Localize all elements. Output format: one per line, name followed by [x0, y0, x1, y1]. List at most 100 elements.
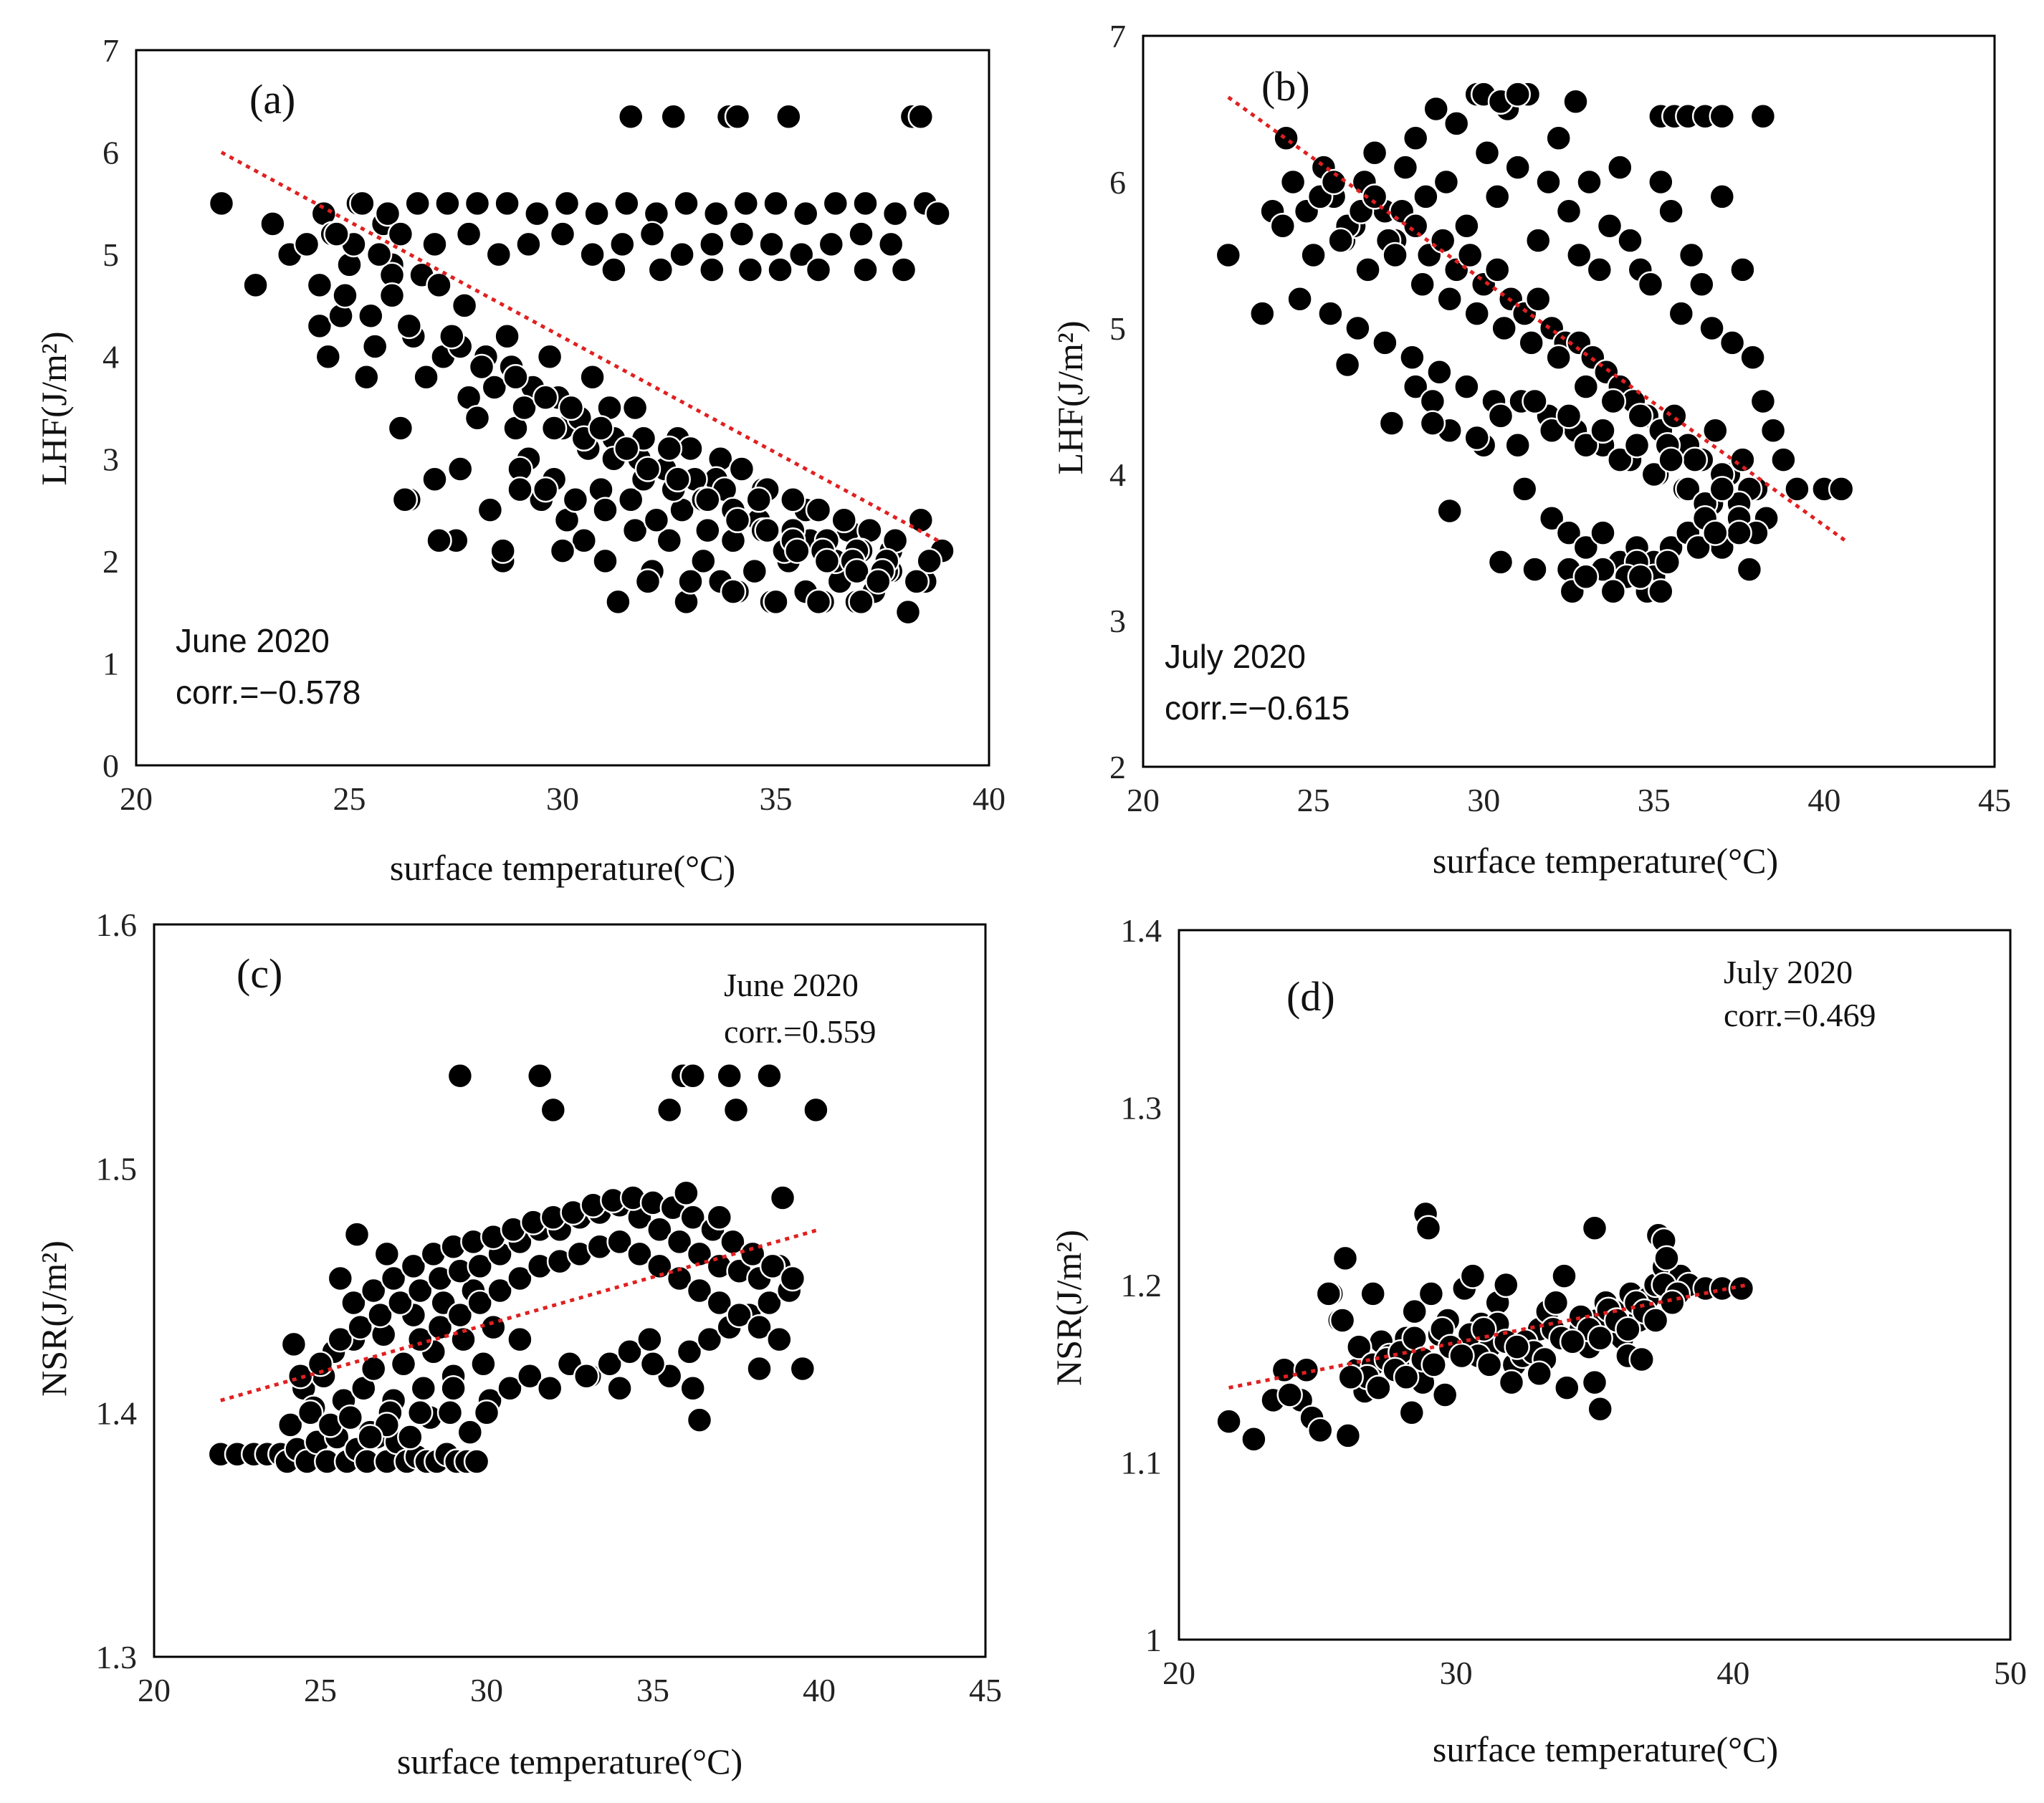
panel-d-data-point	[1587, 1325, 1613, 1352]
panel-a-data-point	[916, 547, 942, 575]
panel-d-data-point	[1628, 1346, 1655, 1373]
panel-a-data-point	[621, 394, 649, 421]
panel-d-annotation-corr: corr.=0.469	[1724, 997, 1876, 1033]
panel-b-data-point	[1522, 556, 1548, 583]
panel-a-data-point	[553, 190, 581, 217]
panel-a-data-point	[426, 527, 452, 554]
panel-b-data-point	[1668, 300, 1695, 327]
panel-b-y-tick-label: 5	[1109, 310, 1126, 347]
panel-b-data-point	[1719, 330, 1746, 356]
panel-c-x-tick-label: 40	[803, 1672, 836, 1708]
panel-b-data-point	[1279, 168, 1307, 196]
panel-b-data-point	[1648, 578, 1674, 605]
panel-c-data-point	[340, 1289, 367, 1316]
panel-b-data-point	[1702, 417, 1729, 444]
panel-b-data-point	[1524, 285, 1552, 312]
panel-b-data-point	[1484, 257, 1511, 283]
panel-c-data-point	[367, 1301, 393, 1329]
panel-d-data-point	[1401, 1298, 1428, 1325]
panel-a-data-point	[515, 231, 542, 258]
panel-a-data-point	[852, 257, 879, 283]
panel-a-data-point	[784, 537, 811, 564]
panel-a-data-point	[639, 221, 666, 247]
panel-b-data-point	[1413, 183, 1439, 210]
panel-c-data-point	[410, 1375, 437, 1402]
panel-d-x-tick-label: 20	[1162, 1655, 1195, 1691]
panel-a-data-point	[315, 343, 342, 370]
panel-a-data-point	[805, 588, 832, 616]
panel-b-data-point	[1436, 497, 1463, 525]
panel-a-data-point	[562, 487, 589, 513]
panel-a-data-point	[788, 241, 815, 268]
panel-b-data-point	[1555, 520, 1582, 546]
panel-d-data-point	[1542, 1289, 1570, 1316]
panel-c-data-point	[779, 1265, 806, 1292]
panel-b-y-tick-label: 6	[1109, 164, 1126, 201]
panel-a-data-point	[792, 200, 819, 227]
panel-c-data-point	[722, 1096, 750, 1124]
panel-a-data-point	[903, 568, 930, 595]
panel-b-data-point	[1463, 300, 1490, 327]
panel-a-data-point	[822, 190, 849, 217]
panel-c-data-point	[573, 1362, 600, 1390]
panel-a-data-point	[634, 568, 662, 595]
panel-b-data-point	[1399, 344, 1425, 371]
panel-d-x-ticks: 20 30 40 50	[1162, 1655, 2027, 1691]
panel-b-data-point	[1419, 410, 1446, 436]
panel-b-data-point	[1828, 476, 1855, 502]
panel-a-data-point	[656, 527, 683, 554]
panel-a-data-point	[882, 200, 909, 227]
panel-d-data-point	[1415, 1215, 1442, 1242]
panel-d-data-point	[1276, 1382, 1303, 1408]
panel-c-data-point	[666, 1265, 693, 1292]
panel-d-data-point	[1360, 1281, 1386, 1307]
panel-b-data-point	[1729, 446, 1756, 473]
panel-a-data-point	[831, 507, 857, 534]
panel-c-points	[207, 1062, 829, 1475]
panel-d-data-point	[1559, 1328, 1586, 1355]
panel-a-data-point	[754, 517, 780, 544]
panel-c-data-point	[436, 1400, 464, 1426]
panel-b-data-point	[1402, 373, 1429, 400]
panel-c-data-point	[280, 1331, 307, 1358]
panel-b-data-point	[1678, 241, 1705, 269]
panel-c-data-point	[440, 1375, 467, 1402]
panel-c-data-point	[373, 1240, 401, 1268]
panel-c-data-point	[467, 1253, 493, 1280]
panel-b-data-point	[1504, 431, 1531, 459]
panel-c-data-point	[679, 1062, 706, 1089]
panel-d-x-tick-label: 50	[1994, 1655, 2027, 1691]
panel-c-data-point	[606, 1228, 633, 1256]
panel-b-data-point	[1555, 198, 1582, 225]
panel-b-data-point	[1759, 417, 1787, 444]
panel-b-data-point	[1702, 520, 1729, 546]
panel-a-data-point	[353, 363, 380, 391]
panel-b-data-point	[1327, 227, 1354, 254]
panel-b-data-point	[1607, 154, 1633, 181]
panel-a-data-point	[451, 292, 478, 319]
panel-a-data-point	[468, 353, 495, 381]
panel-c-data-point	[387, 1289, 414, 1316]
panel-c-data-point	[297, 1400, 324, 1426]
panel-d: NSR(J/m²) 1 1.1 1.2 1.3 1.4 20 30 40 50 (d) Jul…	[1049, 912, 2027, 1769]
panel-a-data-point	[925, 200, 951, 227]
panel-b-data-point	[1654, 549, 1681, 575]
panel-b-data-point	[1334, 351, 1361, 378]
panel-a-data-point	[745, 487, 772, 513]
panel-b-data-point	[1443, 110, 1470, 137]
panel-c-data-point	[327, 1265, 354, 1292]
panel-c-data-point	[507, 1265, 533, 1292]
panel-a-data-point	[549, 221, 576, 247]
panel-a-data-point	[699, 231, 725, 258]
panel-d-label: (d)	[1286, 973, 1335, 1020]
panel-a-data-point	[894, 598, 922, 626]
panel-c-data-point	[686, 1277, 713, 1304]
panel-c-y-tick-label: 1.5	[96, 1151, 138, 1187]
panel-c-x-ticks: 20 25 30 35 40 45	[138, 1672, 1002, 1708]
panel-a-label: (a)	[249, 76, 295, 123]
panel-c-data-point	[473, 1400, 500, 1426]
panel-c-data-point	[517, 1362, 543, 1390]
panel-b-data-point	[1419, 388, 1446, 415]
panel-d-annotation-period: July 2020	[1724, 954, 1853, 990]
panel-a-y-tick-label: 3	[102, 441, 119, 477]
